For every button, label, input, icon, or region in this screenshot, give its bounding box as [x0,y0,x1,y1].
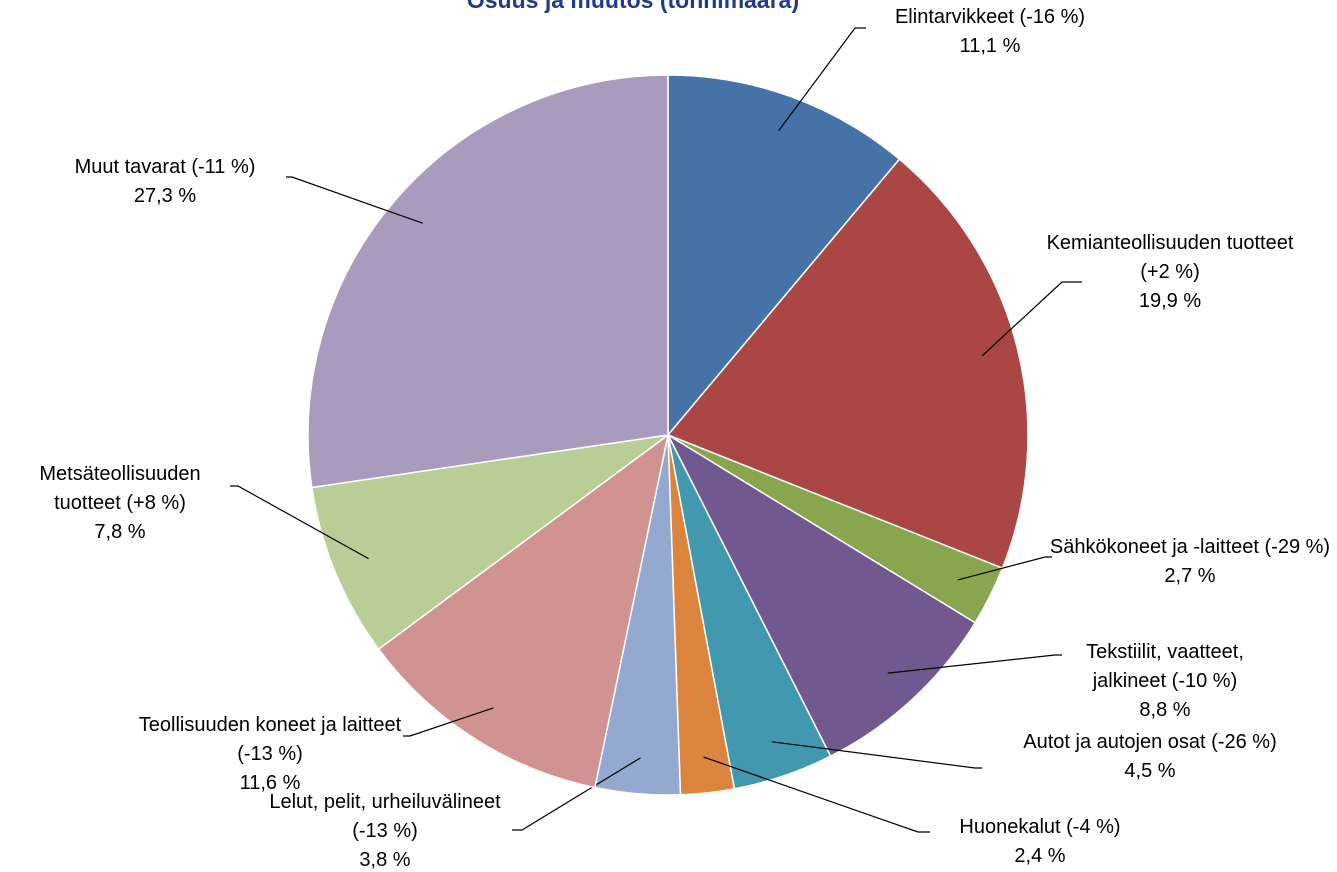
value-label: 7,8 % [94,521,146,543]
slice-label: Autot ja autojen osat (-26 %) 4,5 % [970,728,1330,786]
leader-line [778,27,866,131]
value-label: 3,8 % [359,849,411,871]
slice-label: Teollisuuden koneet ja laitteet (-13 %) 1… [135,711,405,798]
leader-line [772,741,982,769]
leader-line [887,654,1062,674]
leader-line [512,757,641,831]
slice-label: Lelut, pelit, urheiluvälineet (-13 %) 3,8… [265,788,505,872]
leader-line [230,485,369,560]
category-label: Muut tavarat (-11 %) [74,156,256,178]
slice-label: Huonekalut (-4 %) 2,4 % [920,813,1160,871]
pie-slice [666,158,1029,570]
slice-label: Tekstiilit, vaatteet, jalkineet (-10 %) 8… [1050,638,1280,725]
leader-line [957,556,1052,581]
leader-line [703,756,930,833]
slice-label: Metsäteollisuuden tuotteet (+8 %) 7,8 % [15,460,225,547]
value-label: 2,4 % [1014,845,1066,867]
value-label: 11,6 % [239,772,301,794]
slice-label: Sähkökoneet ja -laitteet (-29 %) 2,7 % [1040,533,1337,591]
slice-label: Elintarvikkeet (-16 %) 11,1 % [860,3,1120,61]
value-label: 19,9 % [1138,290,1202,312]
pie-slice [377,433,670,789]
category-label: Autot ja autojen osat (-26 %) [1023,731,1277,753]
value-label: 8,8 % [1139,699,1191,721]
pie-slice [310,434,669,651]
value-label: 4,5 % [1124,760,1176,782]
category-label: Metsäteollisuuden tuotteet (+8 %) [39,463,201,514]
category-label: Teollisuuden koneet ja laitteet (-13 %) [138,714,402,765]
category-label: Huonekalut (-4 %) [959,816,1121,838]
value-label: 11,1 % [959,35,1021,57]
value-label: 2,7 % [1164,565,1216,587]
pie-slice [307,74,669,489]
pie-slice [667,74,901,438]
pie-slice [666,432,977,758]
leader-line [403,707,494,737]
slice-label: Muut tavarat (-11 %) 27,3 % [30,153,300,211]
category-label: Lelut, pelit, urheiluvälineet (-13 %) [269,791,501,842]
value-label: 27,3 % [133,185,197,207]
category-label: Tekstiilit, vaatteet, jalkineet (-10 %) [1086,641,1244,692]
category-label: Sähkökoneet ja -laitteet (-29 %) [1049,536,1331,558]
slice-label: Kemianteollisuuden tuotteet (+2 %) 19,9 % [1045,229,1295,316]
category-label: Elintarvikkeet (-16 %) [894,6,1086,28]
leader-line [981,281,1082,357]
category-label: Kemianteollisuuden tuotteet (+2 %) [1046,232,1294,283]
leader-line [286,176,423,224]
chart-title: Osuus ja muutos (tonnimäärä) [467,0,799,13]
